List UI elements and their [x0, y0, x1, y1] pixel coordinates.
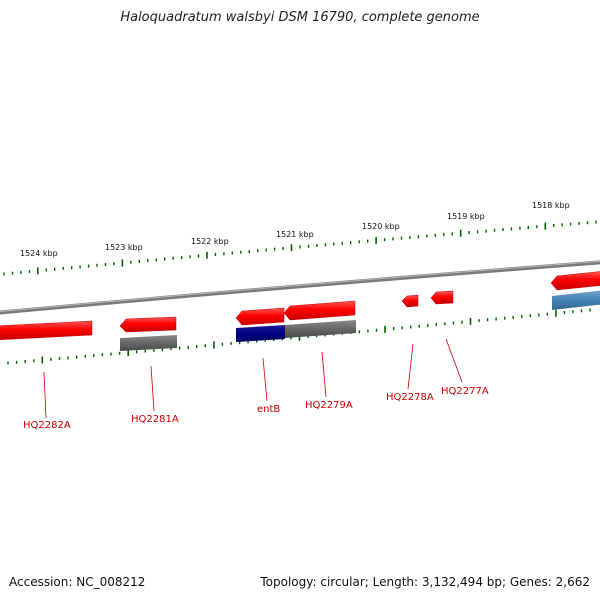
gene-feature-hq2282a[interactable] [0, 320, 93, 340]
leader-line [407, 343, 414, 390]
scale-label: 1518 kbp [532, 201, 570, 210]
scale-label: 1521 kbp [276, 230, 314, 239]
gene-labels: HQ2282A HQ2281A entB HQ2279A HQ2278A HQ2… [23, 386, 489, 431]
outer-scale-ticks [3, 220, 597, 276]
gene-label[interactable]: entB [257, 404, 280, 415]
leader-line [321, 351, 327, 398]
genome-backbone-highlight [0, 260, 600, 313]
cog-bar-gray [120, 335, 177, 351]
gene-label[interactable]: HQ2282A [23, 420, 71, 431]
cog-bar-gray [285, 320, 356, 338]
gene-features [0, 271, 600, 340]
gene-label[interactable]: HQ2278A [386, 392, 434, 403]
accession-footer: Accession: NC_008212 [9, 575, 146, 589]
genome-backbone [0, 260, 600, 315]
leader-line [150, 365, 155, 412]
gene-feature-hq2279a[interactable] [283, 300, 356, 321]
inner-scale-ticks [7, 308, 591, 365]
scale-label: 1524 kbp [20, 249, 58, 258]
cog-bars [120, 290, 600, 351]
scale-label: 1519 kbp [447, 212, 485, 221]
genome-summary-footer: Topology: circular; Length: 3,132,494 bp… [260, 575, 590, 589]
gene-label[interactable]: HQ2281A [131, 414, 179, 425]
leader-line [445, 338, 463, 383]
cog-bar-blue [552, 290, 600, 310]
gene-feature-hq2277a[interactable] [430, 290, 454, 305]
leader-line [43, 371, 47, 419]
scale-labels: 1524 kbp 1523 kbp 1522 kbp 1521 kbp 1520… [20, 201, 570, 258]
gene-label[interactable]: HQ2279A [305, 400, 353, 411]
gene-leader-lines [43, 338, 463, 419]
leader-line [262, 357, 268, 402]
gene-feature-hq2278a[interactable] [401, 294, 419, 308]
cog-bar-navy [236, 325, 285, 342]
scale-label: 1523 kbp [105, 243, 143, 252]
gene-feature-hq2281a[interactable] [119, 316, 177, 333]
gene-feature-offscreen[interactable] [550, 271, 600, 291]
scale-label: 1520 kbp [362, 222, 400, 231]
scale-label: 1522 kbp [191, 237, 229, 246]
gene-label[interactable]: HQ2277A [441, 386, 489, 397]
gene-feature-entb[interactable] [235, 307, 285, 326]
page-title: Haloquadratum walsbyi DSM 16790, complet… [120, 10, 480, 25]
